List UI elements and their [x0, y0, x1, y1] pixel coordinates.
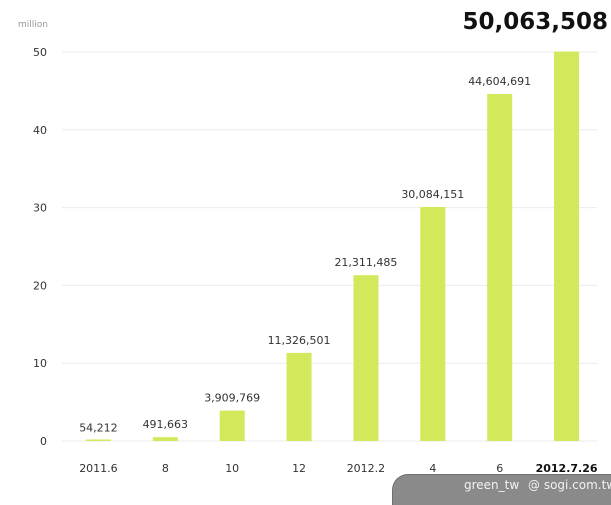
credit-user: green_tw [464, 478, 520, 492]
x-tick-label: 2012.7.26 [536, 462, 598, 475]
x-tick-label: 10 [225, 462, 239, 475]
bar [219, 410, 245, 441]
x-tick-label: 8 [162, 462, 169, 475]
data-label: 44,604,691 [468, 75, 531, 88]
bar [85, 439, 111, 441]
y-axis-unit-label: million [18, 20, 48, 30]
y-tick-label: 50 [33, 46, 47, 59]
x-tick-label: 2011.6 [79, 462, 118, 475]
data-label-highlight: 50,063,508 [462, 9, 608, 35]
y-tick-label: 20 [33, 279, 47, 292]
data-label: 3,909,769 [204, 392, 260, 405]
data-label: 54,212 [79, 422, 118, 435]
x-axis-labels: 2011.6 8 10 12 2012.2 4 6 2012.7.26 [79, 462, 598, 475]
bar [554, 51, 580, 441]
bar [353, 275, 379, 441]
grid-lines [62, 51, 597, 442]
data-label: 30,084,151 [401, 188, 464, 201]
x-tick-label: 12 [292, 462, 306, 475]
bar [487, 93, 513, 442]
data-label: 491,663 [143, 418, 189, 431]
bar [420, 206, 446, 441]
credit-site: @ sogi.com.tw [528, 478, 611, 492]
data-label: 11,326,501 [268, 334, 331, 347]
y-tick-label: 40 [33, 124, 47, 137]
x-tick-label: 2012.2 [347, 462, 386, 475]
bar [286, 352, 312, 441]
x-tick-label: 6 [496, 462, 503, 475]
data-label: 21,311,485 [334, 256, 397, 269]
data-labels: 54,212 491,663 3,909,769 11,326,501 21,311,4… [79, 9, 608, 435]
bar [152, 437, 178, 441]
y-tick-label: 0 [40, 435, 47, 448]
y-axis-ticks: 0 10 20 30 40 50 [33, 46, 47, 448]
y-tick-label: 10 [33, 357, 47, 370]
x-tick-label: 4 [429, 462, 436, 475]
bars [85, 51, 580, 442]
y-tick-label: 30 [33, 202, 47, 215]
